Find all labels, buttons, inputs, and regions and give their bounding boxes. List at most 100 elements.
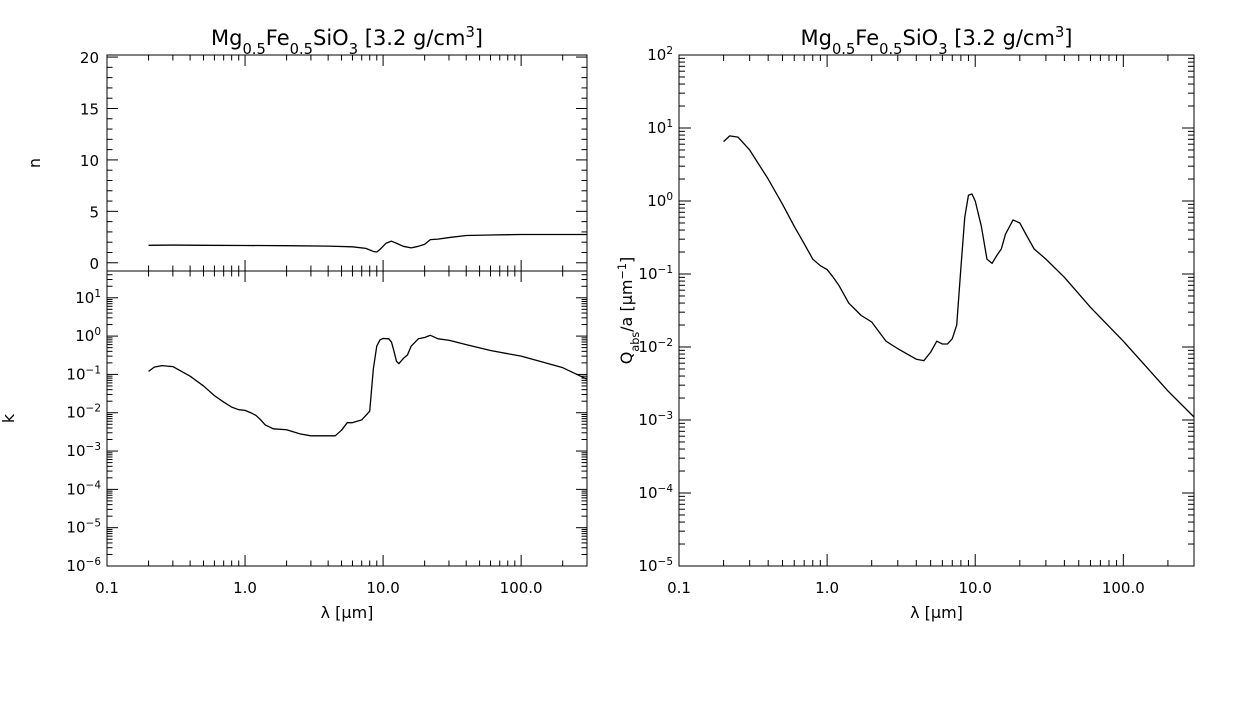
k-ylabel: k [0,413,18,423]
qabs-ylabel-part: −1 [616,263,629,280]
k-series-line [148,334,588,437]
k-ytick-exp: −2 [86,403,101,415]
n-title: Mg0.5Fe0.5SiO3 [3.2 g/cm3] [211,24,483,58]
k-xlabel: λ [μm] [321,603,374,622]
qabs-ylabel-part: abs [629,332,642,352]
n-frame [106,54,588,272]
k-ytick-exp: 0 [94,326,101,338]
qabs-ylabel-part: ] [617,257,636,263]
qabs-series-line [723,135,1195,418]
n-title-part: Mg [211,26,242,50]
k-xtick-label: 10.0 [366,579,399,597]
qabs-ytick-exp: −2 [658,337,673,349]
qabs-xtick-label: 0.1 [667,579,691,597]
n-title-part: ] [475,26,483,50]
qabs-ylabel-part: /a [μm [617,280,636,332]
k-ytick-label: 10−3 [66,441,101,460]
qabs-title-part: 0.5 [832,41,855,58]
qabs-xtick-label: 1.0 [815,579,839,597]
k-ytick-label: 10−5 [66,518,101,537]
qabs-title-part: [3.2 g/cm [948,26,1055,50]
qabs-xtick-label: 100.0 [1102,579,1145,597]
qabs-title-part: Mg [800,26,831,50]
k-xtick-label: 100.0 [500,579,543,597]
qabs-xlabel-part: λ [μm] [910,603,963,622]
qabs-ytick-label: 10−3 [638,410,673,429]
k-ytick-exp: −3 [86,441,101,453]
qabs-ytick-base: 10 [638,557,657,575]
k-ytick-base: 10 [66,442,85,460]
qabs-ytick-base: 10 [638,411,657,429]
k-ytick-base: 10 [66,557,85,575]
qabs-ytick-label: 101 [647,118,673,137]
qabs-ytick-label: 10−1 [638,264,673,283]
k-ytick-exp: −4 [86,479,102,491]
k-ytick-base: 10 [75,327,94,345]
qabs-title-part: Fe [855,26,879,50]
n-ytick-label: 15 [80,100,99,118]
qabs-ytick-base: 10 [638,265,657,283]
qabs-ytick-base: 10 [638,484,657,502]
n-title-part: 0.5 [242,41,265,58]
k-ytick-base: 10 [66,404,85,422]
n-ytick-label: 0 [89,255,99,273]
qabs-ytick-label: 100 [647,191,673,210]
qabs-ytick-exp: −3 [658,410,673,422]
n-ytick-label: 20 [80,49,99,67]
k-ytick-label: 10−6 [66,556,101,575]
k-ytick-label: 100 [75,326,101,345]
qabs-ylabel: Qabs/a [μm−1] [616,257,642,364]
qabs-ytick-base: 10 [647,119,666,137]
qabs-ytick-exp: 2 [666,45,673,57]
qabs-title: Mg0.5Fe0.5SiO3 [3.2 g/cm3] [800,24,1072,58]
qabs-ytick-base: 10 [647,192,666,210]
qabs-xtick-label: 10.0 [959,579,992,597]
n-ytick-label: 5 [89,203,99,221]
n-ylabel: n [25,158,44,168]
k-ytick-base: 10 [66,519,85,537]
n-title-part: [3.2 g/cm [358,26,465,50]
k-xtick-label: 0.1 [95,579,119,597]
qabs-title-part: SiO [903,26,939,50]
k-ytick-label: 10−1 [66,364,101,383]
n-ytick-label: 10 [80,152,99,170]
qabs-title-part: 0.5 [879,41,902,58]
qabs-frame [678,54,1195,567]
qabs-ytick-exp: −4 [658,483,674,495]
n-series-line [148,233,587,253]
qabs-ytick-label: 10−5 [638,556,673,575]
k-ytick-exp: −1 [86,364,101,376]
qabs-ytick-label: 10−4 [638,483,673,502]
k-ytick-base: 10 [75,289,94,307]
n-title-part: Fe [266,26,290,50]
qabs-ytick-base: 10 [647,46,666,64]
k-ytick-exp: −5 [86,518,101,530]
qabs-ytick-label: 10−2 [638,337,673,356]
k-xtick-label: 1.0 [233,579,257,597]
k-ytick-base: 10 [66,480,85,498]
n-title-part: 0.5 [290,41,313,58]
qabs-title-part: 3 [938,41,947,58]
qabs-xlabel: λ [μm] [910,603,963,622]
k-ytick-base: 10 [66,365,85,383]
k-frame [106,270,588,567]
qabs-ytick-exp: −5 [658,556,673,568]
n-title-part: SiO [313,26,349,50]
qabs-ytick-exp: 0 [666,191,673,203]
n-title-part: 3 [349,41,358,58]
k-ytick-label: 10−4 [66,479,101,498]
qabs-title-part: 3 [1055,24,1064,41]
k-ytick-label: 10−2 [66,403,101,422]
qabs-ytick-exp: 1 [666,118,673,130]
k-ytick-exp: −6 [86,556,102,568]
n-title-part: 3 [465,24,474,41]
qabs-ytick-label: 102 [647,45,673,64]
qabs-ylabel-part: Q [617,352,636,365]
qabs-ytick-base: 10 [638,338,657,356]
qabs-ytick-exp: −1 [658,264,673,276]
k-ytick-exp: 1 [94,288,101,300]
